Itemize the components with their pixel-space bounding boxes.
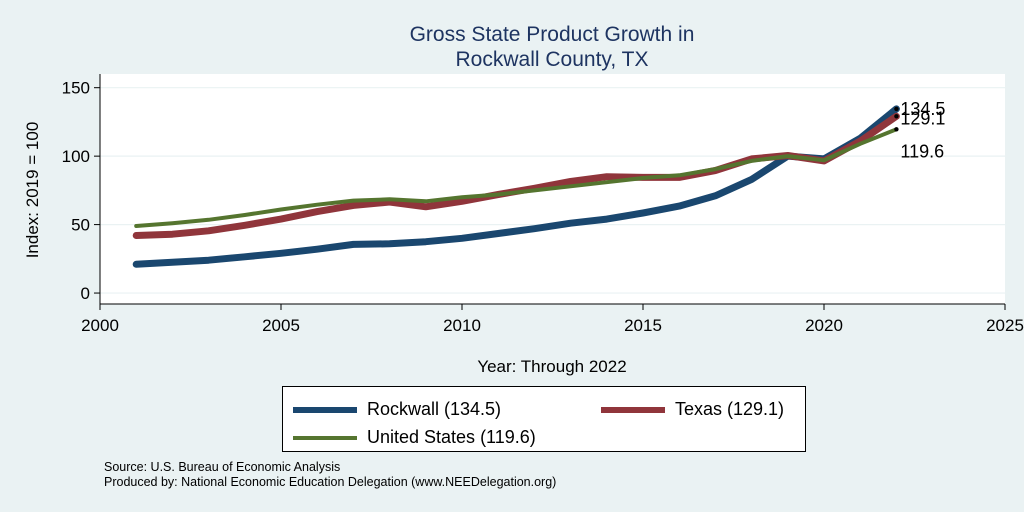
end-point-rockwall [894, 106, 899, 112]
x-axis-title: Year: Through 2022 [477, 357, 626, 376]
x-tick-label: 2000 [81, 316, 119, 335]
legend-label-texas: Texas (129.1) [675, 399, 785, 419]
series-line-rockwall [132, 105, 900, 268]
y-tick-label: 100 [62, 147, 90, 166]
produced-by-note: Produced by: National Economic Education… [104, 475, 557, 489]
y-tick-label: 50 [71, 216, 90, 235]
legend-swatch-rockwall [293, 406, 357, 413]
y-tick-label: 150 [62, 79, 90, 98]
end-label-rockwall: 134.5 [900, 99, 945, 119]
end-point-texas [894, 114, 899, 119]
end-label-united-states: 119.6 [900, 141, 944, 161]
chart-notes: Source: U.S. Bureau of Economic Analysis… [104, 460, 556, 490]
legend-swatch-texas [601, 406, 665, 413]
chart: Gross State Product Growth in Rockwall C… [23, 23, 1024, 376]
x-tick-label: 2010 [443, 316, 481, 335]
legend-label-rockwall: Rockwall (134.5) [367, 399, 502, 419]
chart-title-line-1: Gross State Product Growth in [410, 23, 695, 46]
series-lines [132, 105, 900, 268]
y-tick-label: 0 [81, 284, 90, 303]
legend-swatch-united-states [293, 435, 357, 440]
x-tick-label: 2005 [262, 316, 300, 335]
x-tick-label: 2020 [805, 316, 843, 335]
legend-item-texas: Texas (129.1) [601, 399, 784, 420]
legend: Rockwall (134.5) Texas (129.1) United St… [282, 386, 806, 452]
x-tick-label: 2015 [624, 316, 662, 335]
legend-label-united-states: United States (119.6) [367, 427, 536, 447]
chart-title-line-2: Rockwall County, TX [456, 48, 649, 71]
series-line-united-states [134, 127, 899, 228]
axes: 0 50 100 150 2000 2005 2010 2015 2020 2025 [62, 74, 1024, 335]
y-axis-title: Index: 2019 = 100 [23, 122, 42, 259]
source-note: Source: U.S. Bureau of Economic Analysis [104, 460, 341, 474]
end-label-texas: 129.1 [900, 108, 945, 128]
legend-item-rockwall: Rockwall (134.5) [293, 399, 501, 420]
x-tick-label: 2025 [986, 316, 1024, 335]
end-point-united-states [894, 127, 899, 132]
legend-item-united-states: United States (119.6) [293, 427, 536, 448]
